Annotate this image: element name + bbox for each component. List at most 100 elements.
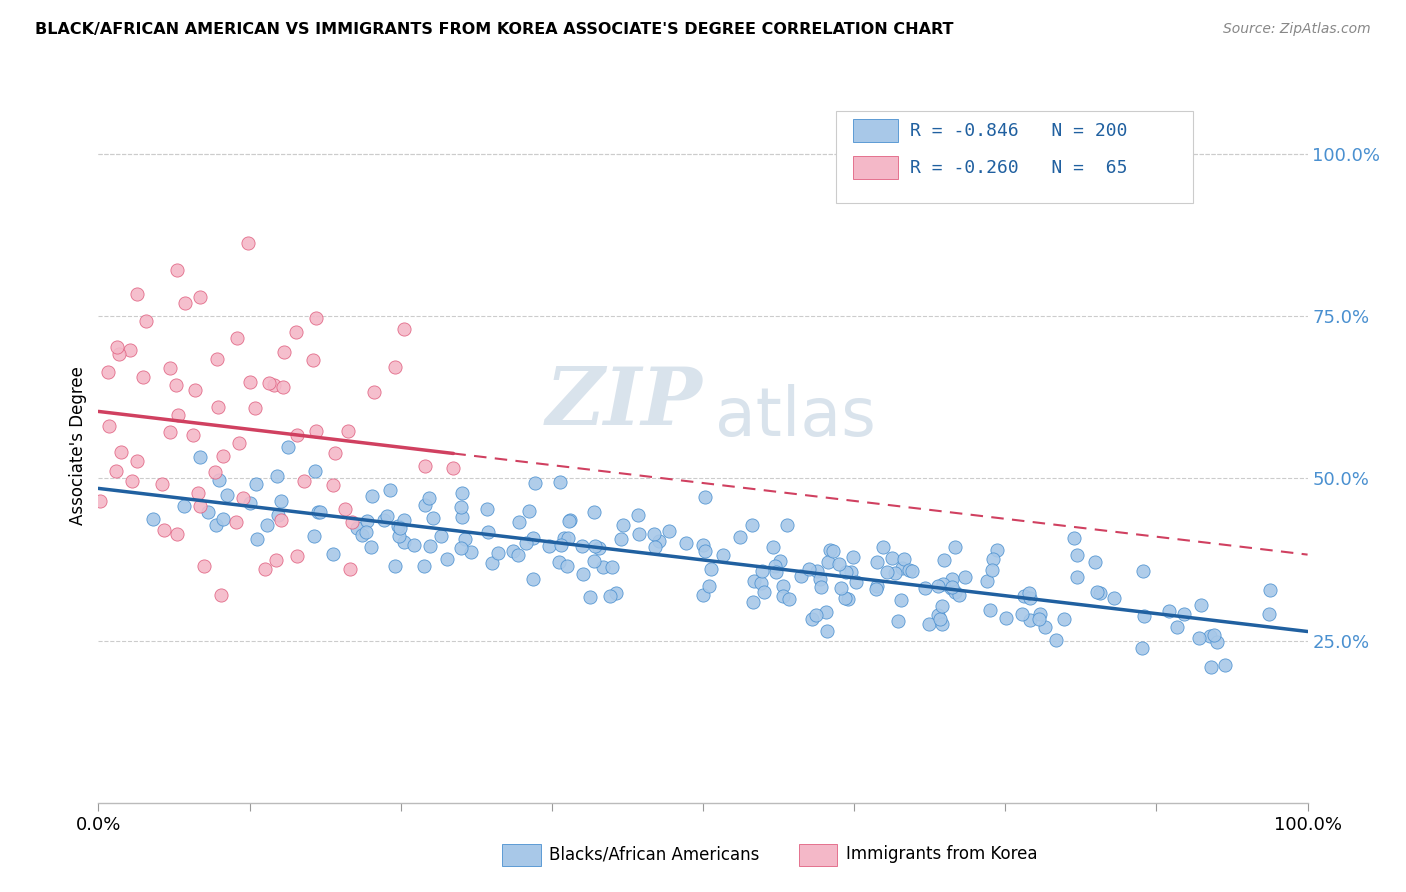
Text: Source: ZipAtlas.com: Source: ZipAtlas.com (1223, 22, 1371, 37)
Point (506, 549, 529, 563)
Point (876, 566, 898, 580)
Point (263, 378, 285, 392)
Point (97, 365, 120, 379)
Point (174, 295, 197, 310)
Point (778, 591, 800, 606)
Point (769, 554, 792, 568)
Point (828, 557, 851, 571)
Point (941, 580, 963, 594)
Point (304, 464, 326, 478)
Point (166, 408, 188, 422)
Point (361, 490, 384, 504)
Point (110, 445, 132, 459)
Point (127, 454, 149, 468)
Point (749, 576, 772, 591)
Point (373, 513, 395, 527)
Point (204, 466, 226, 480)
Point (884, 566, 907, 580)
Point (1033, 620, 1056, 634)
Point (394, 322, 416, 336)
Point (948, 588, 970, 602)
Point (239, 375, 262, 389)
Point (256, 518, 278, 533)
Point (1130, 640, 1153, 655)
Point (797, 562, 820, 576)
Point (188, 450, 211, 464)
Point (742, 595, 765, 609)
Point (644, 540, 666, 554)
Point (422, 511, 444, 525)
Point (697, 579, 720, 593)
Point (184, 383, 207, 397)
Point (1166, 620, 1188, 634)
Point (776, 517, 799, 532)
Point (939, 581, 962, 595)
Point (865, 582, 887, 596)
Point (228, 435, 250, 450)
Point (517, 504, 540, 518)
Point (943, 540, 966, 554)
Point (914, 581, 936, 595)
Point (1258, 582, 1281, 597)
Point (927, 608, 949, 623)
Point (893, 552, 915, 566)
Point (1205, 635, 1227, 649)
Point (837, 592, 859, 607)
Point (880, 550, 903, 565)
Point (142, 511, 165, 525)
Point (412, 559, 434, 574)
Point (821, 544, 844, 558)
Point (728, 530, 751, 544)
Point (612, 517, 634, 532)
Point (508, 515, 530, 529)
Point (695, 544, 717, 558)
Point (337, 425, 360, 439)
Text: ZIP: ZIP (546, 365, 703, 442)
Point (929, 612, 952, 626)
Point (322, 478, 344, 492)
Point (159, 360, 181, 375)
Point (193, 559, 215, 574)
Point (460, 544, 482, 558)
Point (105, 340, 128, 354)
Point (582, 554, 605, 568)
Point (762, 540, 785, 554)
Point (384, 359, 406, 374)
Point (583, 505, 606, 519)
Point (159, 425, 181, 440)
Point (548, 475, 571, 490)
Point (1018, 585, 1040, 599)
Point (1088, 586, 1111, 600)
Point (236, 236, 259, 251)
Point (599, 589, 621, 603)
Point (1019, 591, 1042, 606)
Point (602, 560, 624, 574)
FancyBboxPatch shape (799, 844, 837, 865)
Point (132, 369, 155, 384)
Point (239, 496, 262, 510)
Point (1085, 584, 1108, 599)
Point (502, 544, 524, 558)
Point (309, 505, 332, 519)
Point (166, 527, 188, 541)
Point (550, 538, 572, 552)
Point (1084, 556, 1107, 570)
Point (1053, 612, 1076, 626)
Point (711, 548, 734, 562)
Point (215, 488, 238, 502)
Point (522, 572, 544, 586)
Point (979, 603, 1001, 617)
Point (450, 500, 472, 514)
Point (898, 563, 921, 577)
Point (211, 449, 233, 463)
Point (994, 611, 1017, 625)
Point (125, 287, 148, 301)
Point (830, 582, 852, 596)
Point (488, 546, 510, 560)
Point (931, 617, 953, 632)
Point (384, 558, 406, 573)
Point (454, 533, 477, 547)
Point (627, 508, 650, 522)
Point (205, 352, 228, 367)
FancyBboxPatch shape (837, 111, 1192, 203)
